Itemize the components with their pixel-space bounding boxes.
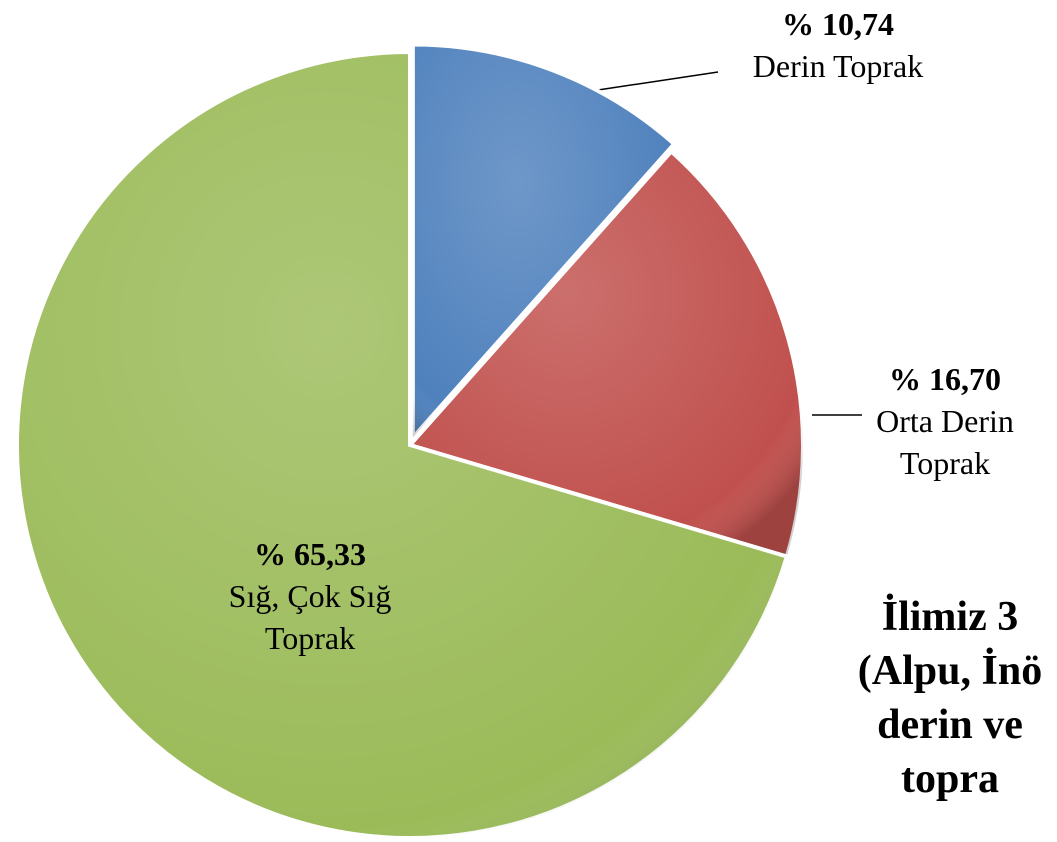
value-label: % 65,33 — [254, 536, 366, 572]
annotation-line: (Alpu, İnö — [857, 648, 1043, 694]
value-label: % 10,74 — [782, 6, 894, 42]
slice-shade — [412, 44, 675, 438]
annotation-line: İlimiz 3 — [881, 594, 1019, 640]
annotation-line: derin ve — [877, 702, 1023, 748]
value-label: % 16,70 — [889, 361, 1001, 397]
annotation-line: topra — [901, 756, 999, 802]
slice-shade — [410, 151, 804, 557]
slice-label: % 10,74 Derin Toprak — [708, 3, 968, 87]
slice-label: % 65,33 Sığ, Çok Sığ Toprak — [190, 533, 430, 659]
annotation: İlimiz 3 (Alpu, İnö derin ve topra — [800, 590, 1057, 806]
category-label: Derin Toprak — [752, 48, 924, 84]
slice-shade — [17, 52, 787, 838]
category-label: Orta Derin Toprak — [876, 403, 1014, 481]
leader-line — [597, 71, 719, 91]
category-label: Sığ, Çok Sığ Toprak — [228, 578, 392, 656]
slice-label: % 16,70 Orta Derin Toprak — [855, 358, 1035, 484]
